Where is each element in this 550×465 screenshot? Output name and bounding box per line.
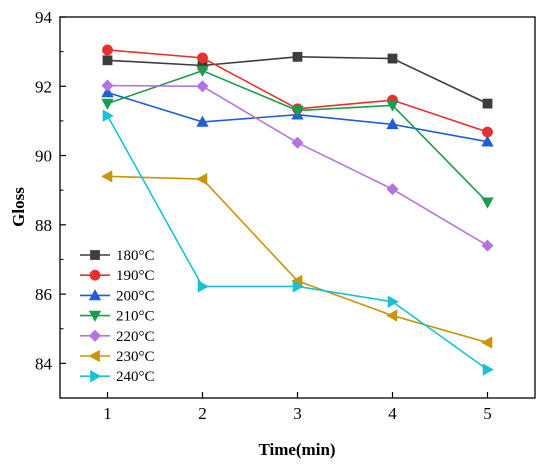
y-axis: 84 86 88 90 92 94 bbox=[35, 8, 66, 373]
legend-marker bbox=[88, 289, 102, 301]
legend-item: 210°C bbox=[80, 309, 155, 325]
data-point bbox=[292, 51, 303, 62]
series-220°C bbox=[101, 79, 494, 252]
legend-item: 180°C bbox=[80, 248, 155, 264]
legend-label: 210°C bbox=[116, 309, 155, 325]
data-point bbox=[101, 98, 114, 110]
legend-label: 220°C bbox=[116, 329, 155, 345]
data-point bbox=[291, 136, 304, 149]
legend-marker bbox=[90, 250, 100, 260]
x-tick-label: 4 bbox=[388, 404, 397, 423]
legend-item: 240°C bbox=[80, 369, 155, 385]
series-line bbox=[107, 56, 488, 105]
series-line bbox=[107, 69, 489, 203]
data-point bbox=[482, 363, 494, 376]
data-point bbox=[196, 65, 209, 78]
series-line bbox=[107, 175, 488, 344]
legend-label: 200°C bbox=[116, 288, 155, 304]
y-tick-label: 88 bbox=[35, 216, 52, 235]
data-point bbox=[197, 280, 209, 293]
data-point bbox=[386, 183, 399, 196]
data-point bbox=[482, 98, 493, 109]
data-point bbox=[197, 52, 208, 64]
x-axis-title: Time(min) bbox=[258, 440, 335, 459]
series-210°C bbox=[101, 65, 494, 209]
legend-label: 190°C bbox=[116, 268, 155, 284]
data-point bbox=[387, 295, 399, 308]
x-tick-label: 1 bbox=[103, 404, 112, 423]
legend-marker bbox=[88, 310, 102, 322]
legend-label: 230°C bbox=[116, 349, 155, 365]
data-point bbox=[481, 197, 494, 209]
data-point bbox=[101, 79, 114, 92]
data-point bbox=[387, 53, 398, 64]
y-tick-label: 86 bbox=[35, 285, 52, 304]
legend-item: 190°C bbox=[80, 268, 155, 284]
data-point bbox=[101, 86, 114, 98]
data-point bbox=[102, 109, 114, 122]
data-point bbox=[101, 170, 113, 183]
series-240°C bbox=[102, 109, 494, 376]
data-point bbox=[196, 115, 209, 127]
legend-item: 220°C bbox=[80, 329, 155, 345]
data-point bbox=[386, 118, 399, 130]
series-line bbox=[107, 49, 488, 133]
series-230°C bbox=[101, 170, 493, 349]
legend-item: 230°C bbox=[80, 349, 155, 365]
series-line bbox=[106, 115, 488, 371]
x-tick-label: 5 bbox=[483, 404, 492, 423]
y-tick-label: 84 bbox=[35, 354, 53, 373]
data-point bbox=[102, 44, 113, 56]
y-tick-label: 94 bbox=[35, 8, 53, 27]
data-point bbox=[291, 105, 304, 117]
data-point bbox=[386, 309, 398, 322]
y-tick-label: 92 bbox=[35, 77, 52, 96]
legend: 180°C 190°C 200°C 210°C 220°C 230°C 240°C bbox=[80, 248, 155, 385]
legend-label: 240°C bbox=[116, 369, 155, 385]
series-layer bbox=[101, 44, 494, 376]
data-point bbox=[292, 280, 304, 293]
y-axis-title: Gloss bbox=[9, 187, 28, 227]
series-180°C bbox=[102, 51, 493, 109]
x-tick-label: 3 bbox=[293, 404, 302, 423]
y-tick-label: 90 bbox=[35, 147, 52, 166]
data-point bbox=[196, 80, 209, 93]
data-point bbox=[196, 172, 208, 186]
legend-marker bbox=[90, 370, 102, 383]
legend-marker bbox=[88, 349, 100, 363]
legend-label: 180°C bbox=[116, 248, 155, 264]
legend-marker bbox=[88, 329, 102, 342]
x-axis: 1 2 3 4 5 bbox=[103, 392, 492, 423]
x-tick-label: 2 bbox=[198, 404, 207, 423]
data-point bbox=[481, 336, 493, 349]
data-point bbox=[481, 135, 494, 147]
legend-item: 200°C bbox=[80, 288, 155, 304]
data-point bbox=[386, 100, 399, 112]
data-point bbox=[102, 55, 113, 66]
data-point bbox=[481, 239, 494, 252]
legend-marker bbox=[89, 269, 101, 281]
